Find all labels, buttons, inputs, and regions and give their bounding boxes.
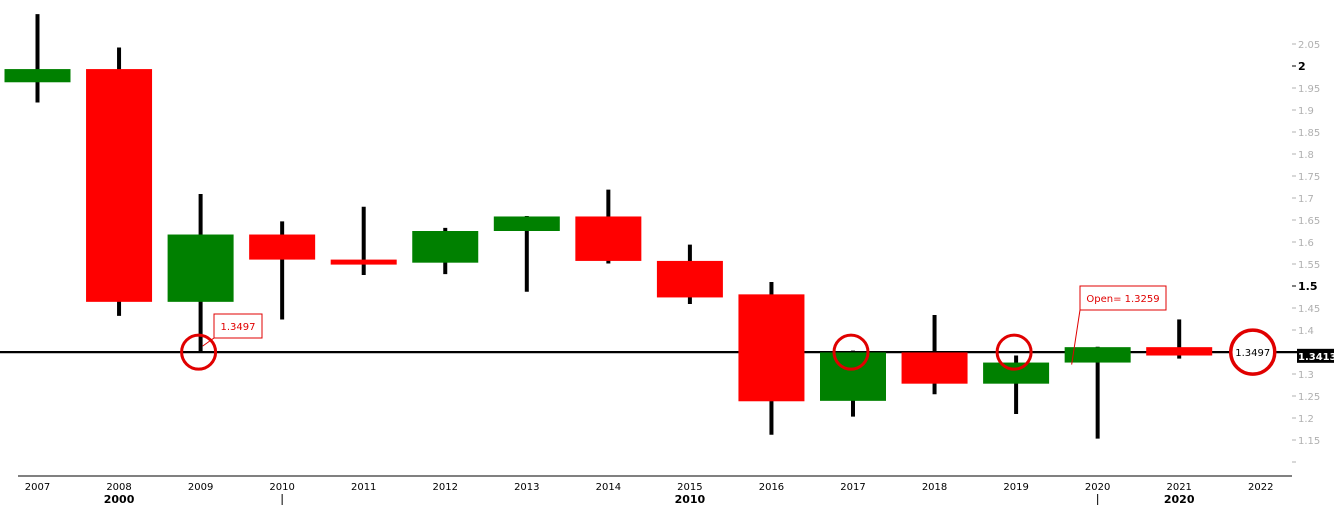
y-tick-label: 1.6: [1298, 238, 1314, 249]
x-tick-label-2009: 2009: [188, 482, 213, 493]
y-axis: 2.05 2 1.95 1.9 1.85 1.8 1.75 1.7 1.65 1.6 1.55 1.5…: [1292, 40, 1320, 463]
candle-2015: [656, 244, 723, 305]
candle-2009: [167, 194, 234, 352]
candle-body: [249, 234, 316, 260]
candle-2018: [901, 315, 968, 395]
candle-2012: [412, 227, 479, 275]
candle-body: [820, 352, 886, 401]
y-tick-label: 1.5: [1298, 280, 1318, 293]
candle-body: [4, 69, 71, 83]
callout-box: [213, 313, 263, 339]
highlight-circle-2017: [832, 333, 870, 371]
candle-body: [738, 294, 805, 402]
annotations: 1.3497 Open= 1.3259 1.3497 1.3413: [180, 285, 1334, 376]
x-tick-label-2021: 2021: [1166, 482, 1191, 493]
candle-body: [575, 216, 642, 261]
candles: [4, 14, 1213, 439]
y-tick-label: 1.15: [1298, 436, 1320, 447]
candle-2013: [493, 216, 560, 292]
callout-label-open: Open= 1.3259: [1086, 294, 1159, 305]
x-tick-label-2016: 2016: [759, 482, 784, 493]
candle-body: [412, 231, 479, 263]
highlight-circle-2019: [995, 333, 1033, 371]
candle-2010: [249, 221, 316, 320]
callout-box: [1079, 285, 1167, 311]
callout-label-2009: 1.3497: [221, 322, 256, 333]
y-tick-label: 1.7: [1298, 194, 1314, 205]
candle-2020: [1064, 346, 1131, 439]
x-tick-label-2013: 2013: [514, 482, 539, 493]
candle-2016: [738, 282, 805, 435]
y-tick-label: 1.8: [1298, 150, 1314, 161]
candle-body: [901, 352, 968, 384]
x-tick-label-2011: 2011: [351, 482, 376, 493]
candle-body: [330, 259, 397, 265]
y-tick-label: 2: [1298, 60, 1306, 73]
y-tick-label: 1.75: [1298, 172, 1320, 183]
y-tick-label: 1.45: [1298, 304, 1320, 315]
y-tick-label: 1.55: [1298, 260, 1320, 271]
y-tick-label: 2.05: [1298, 40, 1320, 51]
y-tick-label: 1.9: [1298, 106, 1314, 117]
candle-2011: [330, 206, 397, 275]
level-circle-label: [1229, 328, 1277, 376]
callout-leader: [202, 337, 215, 347]
y-tick-label: 1.95: [1298, 84, 1320, 95]
x-tick-label-2014: 2014: [596, 482, 621, 493]
candle-body: [656, 260, 723, 298]
candle-body: [1146, 347, 1213, 356]
x-tick-label-2008: 2008: [106, 482, 131, 493]
decade-label-2010: 2010: [675, 493, 706, 506]
x-tick-label-2007: 2007: [25, 482, 50, 493]
x-tick-label-2022: 2022: [1248, 482, 1273, 493]
decade-label-2020: 2020: [1164, 493, 1195, 506]
x-tick-label-2017: 2017: [840, 482, 865, 493]
candle-body: [493, 216, 560, 231]
level-circle-text: 1.3497: [1235, 348, 1270, 359]
callout-leader: [1071, 309, 1081, 365]
x-tick-label-2020: 2020: [1085, 482, 1110, 493]
candle-2019: [983, 355, 1050, 415]
candle-body: [983, 362, 1050, 384]
candle-body: [86, 69, 153, 302]
x-axis: 2007 2008 2009 2010 2011 2012 2013 2014 2015 2016…: [18, 475, 1292, 506]
current-price-tag: [1297, 348, 1334, 363]
y-tick-label: 1.25: [1298, 392, 1320, 403]
y-tick-label: 1.65: [1298, 216, 1320, 227]
current-price-label: 1.3413: [1298, 352, 1334, 363]
y-tick-label: 1.3: [1298, 370, 1314, 381]
y-tick-label: 1.85: [1298, 128, 1320, 139]
y-tick-label: 1.2: [1298, 414, 1314, 425]
x-tick-label-2012: 2012: [433, 482, 458, 493]
candle-2021: [1146, 319, 1213, 359]
candle-2007: [4, 14, 71, 103]
highlight-circle-2009: [180, 333, 218, 371]
x-tick-label-2015: 2015: [677, 482, 702, 493]
x-tick-label-2019: 2019: [1003, 482, 1028, 493]
candle-body: [167, 234, 234, 302]
candle-2008: [86, 47, 153, 316]
x-tick-label-2010: 2010: [269, 482, 294, 493]
x-tick-label-2018: 2018: [922, 482, 947, 493]
decade-label-2000: 2000: [104, 493, 135, 506]
candle-2017: [820, 350, 886, 417]
y-tick-label: 1.4: [1298, 326, 1314, 337]
candle-2014: [575, 189, 642, 264]
candle-body: [1064, 347, 1131, 363]
